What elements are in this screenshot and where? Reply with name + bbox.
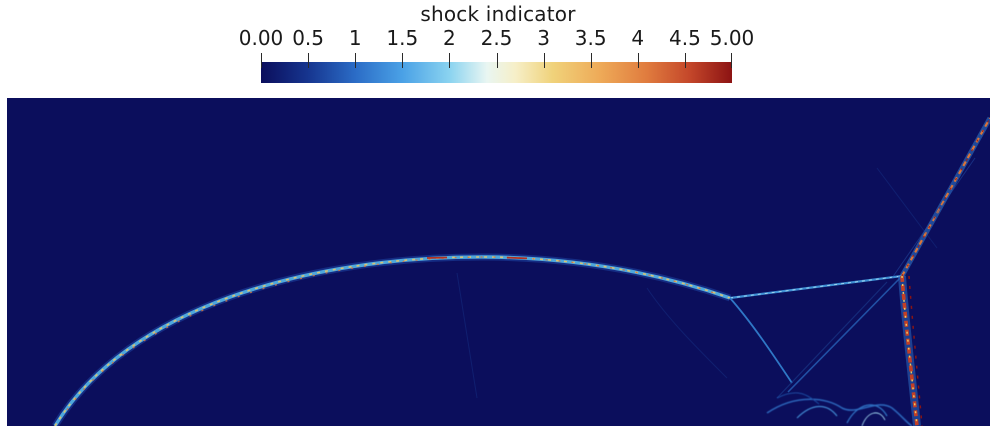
colorbar-tick-mark: [308, 53, 309, 68]
colorbar-tick-label: 0.00: [238, 26, 284, 50]
colorbar-tick-mark: [355, 53, 356, 68]
colorbar-tick-label: 1.5: [386, 26, 419, 50]
shock-field-svg: [7, 98, 990, 426]
colorbar-tick-label: 4.5: [668, 26, 701, 50]
colorbar-tick-mark: [449, 53, 450, 68]
shear-layer: [766, 392, 913, 426]
colorbar-title: shock indicator: [420, 2, 576, 26]
colorbar-tick-label: 4: [631, 26, 645, 50]
shock-field-plot: [7, 98, 990, 426]
colorbar-tick-mark: [731, 53, 732, 68]
colorbar-tick-label: 3.5: [574, 26, 607, 50]
bow-shock: [52, 253, 732, 426]
colorbar-tick-label: 0.5: [292, 26, 324, 50]
colorbar-tick-mark: [591, 53, 592, 68]
field-background: [7, 98, 990, 426]
colorbar-tick-mark: [402, 53, 403, 68]
colorbar-tick-label: 5.00: [709, 26, 755, 50]
faint-interior-waves: [456, 167, 938, 399]
colorbar-tick-mark: [497, 53, 498, 68]
colorbar-tick-mark: [685, 53, 686, 68]
colorbar-tick-mark: [261, 53, 262, 68]
colorbar-tick-label: 2.5: [480, 26, 513, 50]
colorbar-tick-label: 3: [537, 26, 550, 50]
colorbar-tick-label: 2: [443, 26, 456, 50]
colorbar-gradient: [261, 62, 732, 83]
reflected-shocks: [729, 274, 903, 399]
mach-stem: [898, 275, 923, 426]
colorbar-tick-mark: [544, 53, 545, 68]
colorbar-tick-mark: [638, 53, 639, 68]
oblique-shock: [891, 116, 990, 279]
colorbar-tick-label: 1: [348, 26, 362, 50]
